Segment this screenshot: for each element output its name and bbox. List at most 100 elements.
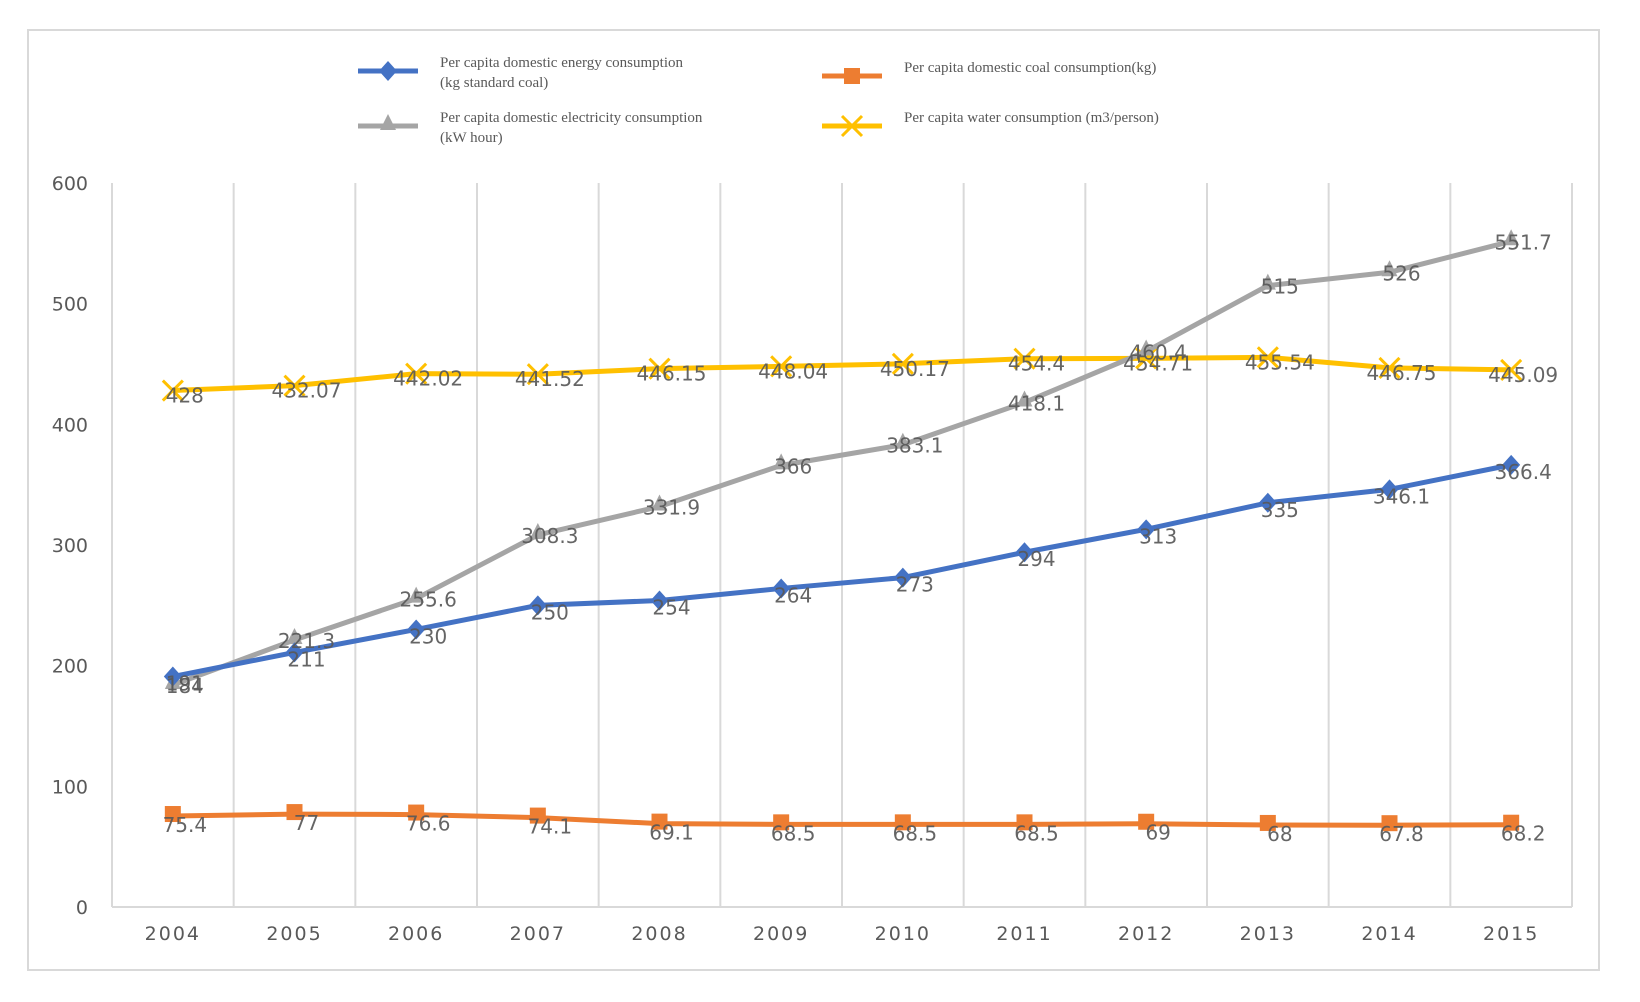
axes: 0 100 200 300 400 500 600 2004 2005 2006 2007 2008 2… (52, 173, 1572, 945)
legend-label: Per capita water consumption (m3/person) (904, 110, 1159, 126)
marker-x (405, 362, 428, 385)
data-label: 211 (287, 647, 325, 671)
y-tick-label: 500 (52, 294, 88, 316)
marker-diamond (528, 595, 547, 616)
data-label: 366.4 (1495, 460, 1552, 484)
marker-square (1259, 814, 1276, 831)
data-label: 526 (1382, 261, 1420, 285)
data-label: 450.17 (880, 357, 950, 381)
x-tick-label: 2008 (631, 923, 687, 945)
x-tick-label: 2004 (145, 923, 201, 945)
x-tick-label: 2006 (388, 923, 444, 945)
data-label: 184 (166, 674, 204, 698)
marker-square (286, 804, 303, 821)
marker-square (1138, 813, 1155, 830)
marker-triangle (1259, 273, 1276, 290)
data-label: 446.75 (1367, 361, 1437, 385)
data-label: 68.2 (1501, 822, 1546, 846)
y-tick-label: 0 (76, 897, 88, 919)
y-tick-label: 300 (52, 535, 88, 557)
data-label: 68 (1267, 822, 1292, 846)
marker-triangle (773, 453, 790, 470)
data-label: 346.1 (1373, 484, 1430, 508)
y-tick-label: 600 (52, 173, 88, 195)
data-label: 254 (652, 596, 690, 620)
data-label: 67.8 (1379, 822, 1424, 846)
data-label: 432.07 (272, 379, 342, 403)
data-label: 75.4 (163, 813, 208, 837)
marker-x (648, 357, 671, 380)
x-tick-label: 2010 (875, 923, 931, 945)
legend-label: (kg standard coal) (440, 75, 548, 91)
data-label: 383.1 (886, 434, 943, 458)
data-label: 448.04 (758, 359, 828, 383)
data-label: 76.6 (406, 812, 451, 836)
marker-square (1503, 814, 1520, 831)
data-label: 255.6 (400, 588, 457, 612)
y-tick-label: 100 (52, 776, 88, 798)
x-tick-label: 2014 (1361, 923, 1417, 945)
data-label: 77 (294, 811, 319, 835)
marker-triangle (380, 114, 396, 130)
marker-square (773, 814, 790, 831)
marker-diamond (285, 642, 304, 663)
marker-square (529, 807, 546, 824)
data-label: 313 (1139, 524, 1177, 548)
marker-diamond (893, 567, 912, 588)
data-label: 418.1 (1008, 391, 1065, 415)
data-label: 250 (531, 600, 569, 624)
data-label: 308.3 (521, 524, 578, 548)
data-labels: 191 211 230 250 254 264 273 294 313 335 346.1 366.4… (163, 230, 1559, 846)
data-label: 454.71 (1123, 351, 1193, 375)
data-label: 454.4 (1008, 352, 1065, 376)
x-tick-label: 2009 (753, 923, 809, 945)
data-label: 68.5 (893, 821, 938, 845)
gridlines (111, 183, 1573, 907)
marker-x (526, 363, 549, 386)
marker-x (840, 114, 864, 138)
marker-x (1256, 346, 1279, 369)
x-tick-label: 2012 (1118, 923, 1174, 945)
data-label: 68.5 (771, 821, 816, 845)
data-label: 294 (1017, 547, 1055, 571)
marker-x (1500, 358, 1523, 381)
marker-square (1016, 814, 1033, 831)
data-label: 264 (774, 583, 812, 607)
marker-diamond (163, 666, 182, 687)
marker-triangle (1503, 229, 1520, 246)
marker-x (770, 355, 793, 378)
marker-square (651, 813, 668, 830)
marker-diamond (772, 578, 791, 599)
marker-square (844, 68, 860, 84)
legend-label: Per capita domestic energy consumption (440, 55, 683, 71)
legend-label: (kW hour) (440, 130, 503, 146)
series-line (172, 354, 1512, 394)
data-label: 455.54 (1245, 350, 1315, 374)
marker-diamond (1015, 542, 1034, 563)
marker-square (408, 804, 425, 821)
marker-triangle (1016, 390, 1033, 407)
marker-x (1135, 347, 1158, 370)
marker-triangle (1381, 260, 1398, 277)
marker-diamond (1258, 492, 1277, 513)
marker-square (894, 814, 911, 831)
marker-square (1381, 815, 1398, 832)
marker-triangle (286, 627, 303, 644)
marker-diamond (1502, 454, 1521, 475)
data-label: 68.5 (1014, 821, 1059, 845)
data-label: 366 (774, 454, 812, 478)
marker-diamond (1137, 519, 1156, 540)
data-label: 273 (896, 573, 934, 597)
y-tick-label: 400 (52, 414, 88, 436)
series-line (172, 811, 1512, 828)
x-tick-label: 2005 (266, 923, 322, 945)
data-label: 446.15 (637, 362, 707, 386)
marker-square (164, 806, 181, 823)
data-label: 551.7 (1495, 230, 1552, 254)
data-label: 221.3 (278, 629, 335, 653)
marker-x (891, 352, 914, 375)
data-label: 515 (1261, 275, 1299, 299)
marker-triangle (894, 432, 911, 449)
marker-triangle (529, 522, 546, 539)
